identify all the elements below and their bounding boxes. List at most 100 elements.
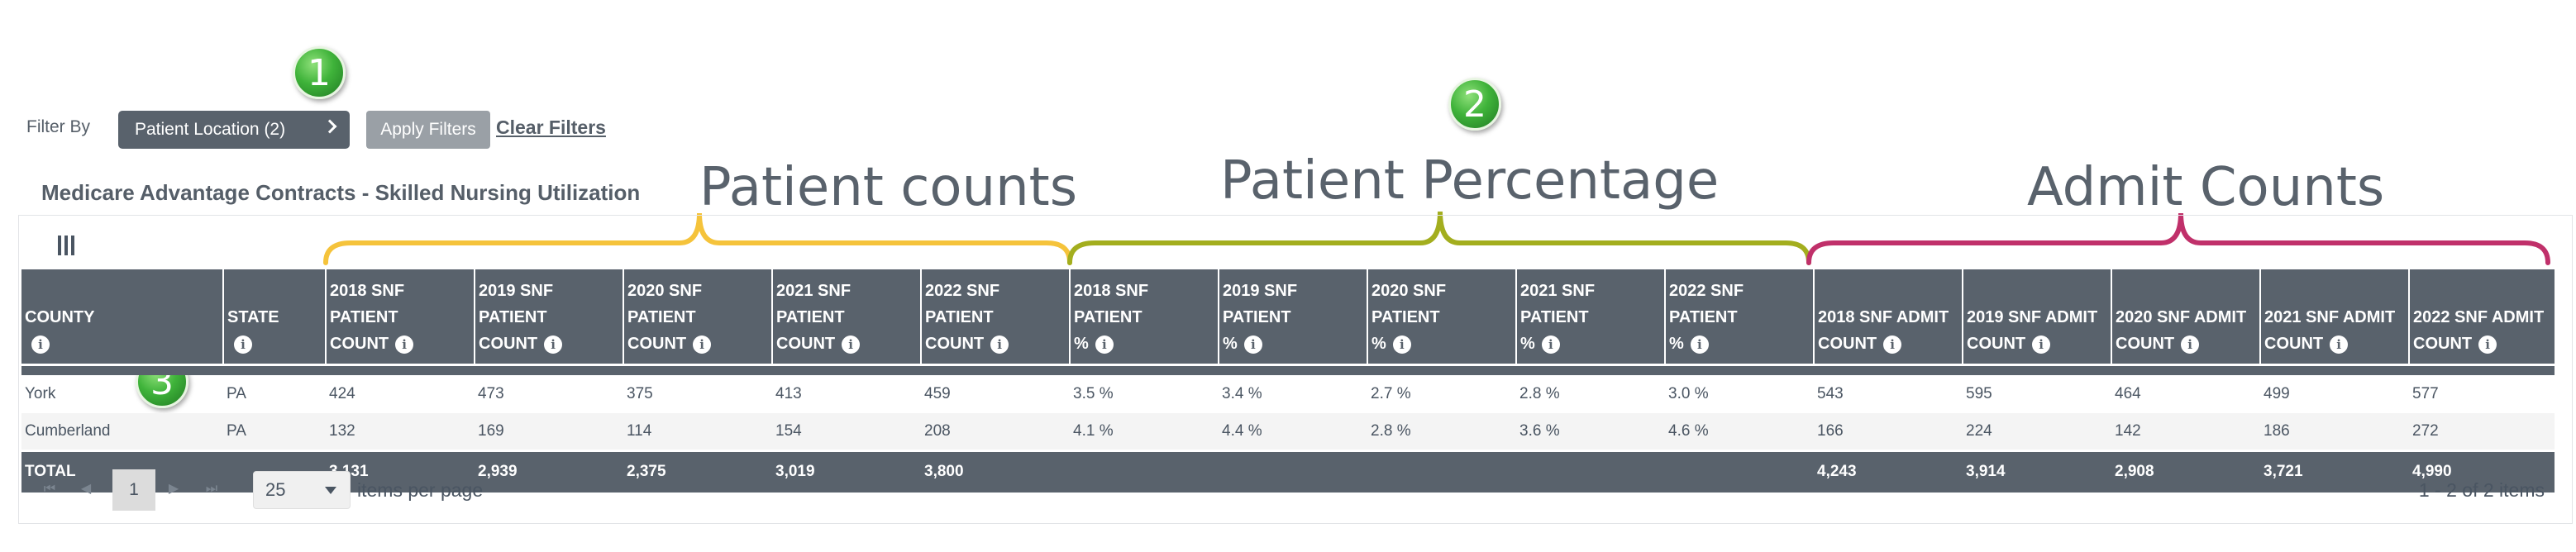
table-cell: 413 xyxy=(775,384,802,402)
column-header-line1: 2022 SNF PATIENT xyxy=(1669,282,1744,326)
column-header[interactable]: 2022 SNF ADMIT COUNT i xyxy=(2408,269,2555,365)
info-icon[interactable]: i xyxy=(2032,335,2051,354)
column-header[interactable]: 2020 SNF PATIENT COUNT i xyxy=(623,269,772,365)
previous-page-icon[interactable]: ◀ xyxy=(80,482,92,496)
info-icon[interactable]: i xyxy=(1243,335,1262,354)
table-cell: 3.4 % xyxy=(1222,384,1262,402)
info-icon[interactable]: i xyxy=(1095,335,1114,354)
total-cell: 2,908 xyxy=(2111,450,2260,493)
patient-location-filter-button[interactable]: Patient Location (2) xyxy=(118,111,350,149)
total-cell: 3,019 xyxy=(772,450,921,493)
column-header-line2: COUNT xyxy=(2116,335,2175,353)
total-cell: 2,375 xyxy=(623,450,772,493)
info-icon[interactable]: i xyxy=(2330,335,2349,354)
column-header[interactable]: STATE i xyxy=(222,269,326,365)
last-page-icon[interactable]: ⏭ xyxy=(205,482,218,496)
pager-info: 1 - 2 of 2 items xyxy=(2418,479,2545,501)
column-header[interactable]: 2018 SNF PATIENT% i xyxy=(1069,269,1219,365)
chevron-right-icon xyxy=(322,119,337,134)
column-header[interactable]: 2019 SNF PATIENT% i xyxy=(1218,269,1367,365)
info-icon[interactable]: i xyxy=(1541,335,1560,354)
info-icon[interactable]: i xyxy=(1690,335,1709,354)
page-size-value: 25 xyxy=(265,479,286,500)
info-icon[interactable]: i xyxy=(693,335,712,354)
table-cell: 595 xyxy=(1966,384,1992,402)
table-cell: 4.4 % xyxy=(1219,412,1367,451)
marker-2: 2 xyxy=(1448,78,1501,131)
column-header-line1: 2018 SNF ADMIT xyxy=(1818,308,1949,326)
grid-header-row: COUNTY i STATE i 2018 SNF PATIENT COUNT i 2019 … xyxy=(21,269,2555,365)
table-cell: 154 xyxy=(772,412,921,451)
total-cell xyxy=(1516,450,1665,493)
total-cell: 4,243 xyxy=(1814,450,1963,493)
info-icon[interactable]: i xyxy=(1392,335,1411,354)
table-cell: 132 xyxy=(326,412,475,451)
column-header-line2: COUNT xyxy=(330,335,389,353)
column-header-line2: % xyxy=(1669,335,1684,353)
current-page-button[interactable]: 1 xyxy=(112,469,155,511)
clear-filters-link[interactable]: Clear Filters xyxy=(496,117,606,138)
column-header[interactable]: 2019 SNF ADMIT COUNT i xyxy=(1962,269,2111,365)
total-cell: 3,914 xyxy=(1963,450,2111,493)
column-header-line1: 2018 SNF PATIENT xyxy=(1074,282,1149,326)
column-header[interactable]: 2018 SNF PATIENT COUNT i xyxy=(325,269,475,365)
grid-title: Medicare Advantage Contracts - Skilled N… xyxy=(41,180,641,205)
next-page-icon[interactable]: ▶ xyxy=(168,482,179,496)
total-cell xyxy=(1070,450,1219,493)
column-header[interactable]: 2021 SNF PATIENT% i xyxy=(1515,269,1665,365)
column-header[interactable]: 2022 SNF PATIENT% i xyxy=(1664,269,1814,365)
column-header-line2: % xyxy=(1520,335,1535,353)
header-separator xyxy=(21,364,2555,375)
table-cell: PA xyxy=(223,412,326,451)
items-per-page-label: items per page xyxy=(357,479,484,501)
first-page-icon[interactable]: ⏮ xyxy=(43,482,56,496)
page-size-select[interactable]: 25 xyxy=(253,471,351,509)
column-header-line2: COUNT xyxy=(2413,335,2473,353)
table-cell: 186 xyxy=(2260,412,2409,451)
column-header-line1: 2022 SNF PATIENT xyxy=(925,282,1000,326)
column-header[interactable]: COUNTY i xyxy=(21,269,223,365)
column-header[interactable]: 2020 SNF ADMIT COUNT i xyxy=(2111,269,2260,365)
table-cell: 166 xyxy=(1814,412,1963,451)
total-cell: 3,800 xyxy=(921,450,1070,493)
table-cell: 375 xyxy=(627,384,653,402)
table-cell: 272 xyxy=(2409,412,2555,451)
info-icon[interactable]: i xyxy=(234,335,252,354)
table-cell: 473 xyxy=(478,384,504,402)
table-cell: 4.1 % xyxy=(1070,412,1219,451)
column-header-line1: 2021 SNF ADMIT xyxy=(2264,308,2396,326)
table-cell: 424 xyxy=(329,384,355,402)
column-header[interactable]: 2020 SNF PATIENT% i xyxy=(1367,269,1516,365)
patient-location-filter-label: Patient Location (2) xyxy=(135,120,286,139)
info-icon[interactable]: i xyxy=(2181,335,2200,354)
column-header-line1: 2022 SNF ADMIT xyxy=(2413,308,2545,326)
column-header-line1: 2020 SNF PATIENT xyxy=(627,282,703,326)
marker-1: 1 xyxy=(293,46,346,99)
table-cell: Cumberland xyxy=(21,412,223,451)
info-icon[interactable]: i xyxy=(395,335,414,354)
column-header-line2: COUNT xyxy=(627,335,687,353)
apply-filters-button[interactable]: Apply Filters xyxy=(366,111,490,149)
column-header[interactable]: 2021 SNF ADMIT COUNT i xyxy=(2259,269,2409,365)
column-header-line2: COUNT xyxy=(479,335,538,353)
table-row[interactable]: Cumberland PA 132 169 114 154 208 4.1 % 4.4 % 2.8… xyxy=(21,412,2555,451)
info-icon[interactable]: i xyxy=(544,335,563,354)
info-icon[interactable]: i xyxy=(31,335,50,354)
info-icon[interactable]: i xyxy=(990,335,1009,354)
table-row[interactable]: York PA 424 473 375 413 459 3.5 % 3.4 % 2.7 % 2.8 … xyxy=(21,375,2555,413)
table-cell: 577 xyxy=(2412,384,2439,402)
column-header[interactable]: 2019 SNF PATIENT COUNT i xyxy=(474,269,623,365)
column-header[interactable]: 2018 SNF ADMIT COUNT i xyxy=(1813,269,1963,365)
data-grid: COUNTY i STATE i 2018 SNF PATIENT COUNT i 2019 … xyxy=(21,269,2555,493)
table-cell: 114 xyxy=(623,412,772,451)
columns-icon[interactable] xyxy=(58,236,74,255)
info-icon[interactable]: i xyxy=(1883,335,1902,354)
column-header-line1: 2018 SNF PATIENT xyxy=(330,282,405,326)
column-header[interactable]: 2021 SNF PATIENT COUNT i xyxy=(771,269,921,365)
column-header[interactable]: 2022 SNF PATIENT COUNT i xyxy=(920,269,1070,365)
table-cell: 3.0 % xyxy=(1668,384,1709,402)
info-icon[interactable]: i xyxy=(842,335,861,354)
table-cell: 464 xyxy=(2115,384,2141,402)
annotation-patient-percentage: Patient Percentage xyxy=(1220,150,1720,212)
info-icon[interactable]: i xyxy=(2478,335,2497,354)
